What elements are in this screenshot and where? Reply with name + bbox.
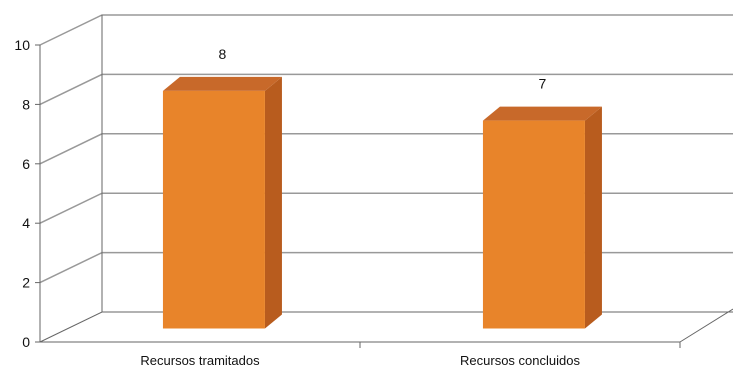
gridline xyxy=(39,192,733,224)
y-tick-label: 4 xyxy=(22,215,30,231)
axes xyxy=(35,15,733,348)
bar xyxy=(482,120,585,329)
bar-top xyxy=(162,76,282,91)
bar-side xyxy=(584,106,602,329)
gridline xyxy=(39,73,733,106)
bar-top xyxy=(482,106,602,121)
data-label: 8 xyxy=(219,46,227,62)
gridlines xyxy=(39,14,733,284)
y-tick-label: 8 xyxy=(22,96,30,112)
floor-back-edge xyxy=(39,311,733,343)
x-category-label: Recursos concluidos xyxy=(460,353,580,368)
gridline xyxy=(39,251,733,284)
gridline xyxy=(39,14,733,46)
y-tick-label: 2 xyxy=(22,275,30,291)
gridline xyxy=(39,133,733,165)
y-tick-label: 10 xyxy=(14,37,30,53)
floor-right-edge xyxy=(679,308,733,343)
y-tick-label: 6 xyxy=(22,156,30,172)
bar-side xyxy=(264,76,282,329)
bars xyxy=(162,76,602,329)
y-tick-label: 0 xyxy=(22,334,30,350)
x-category-label: Recursos tramitados xyxy=(140,353,260,368)
bar xyxy=(162,90,265,329)
labels: 0 2 4 6 8 10 8 Recursos tramitados 7 Recursos con… xyxy=(14,37,580,368)
data-label: 7 xyxy=(539,76,547,92)
